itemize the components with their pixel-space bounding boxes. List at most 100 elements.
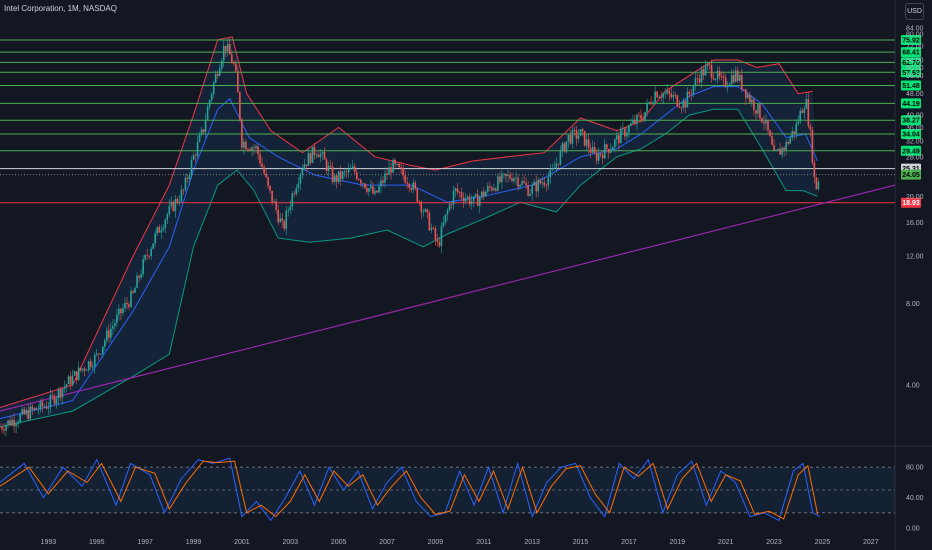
candle-body <box>206 106 209 121</box>
candle-body <box>708 64 711 66</box>
candle-body <box>747 94 749 98</box>
x-tick-label: 2001 <box>234 539 250 546</box>
candle-body <box>315 154 318 156</box>
candle-body <box>339 171 342 179</box>
candle-body <box>303 164 306 170</box>
candle-body <box>567 134 570 142</box>
candle-body <box>102 346 104 354</box>
candle-body <box>91 366 94 368</box>
candle-body <box>440 226 443 246</box>
candle-body <box>535 181 537 192</box>
candle-body <box>751 99 753 103</box>
candle-body <box>587 139 590 149</box>
candle-body <box>130 291 132 308</box>
candle-body <box>732 75 735 82</box>
candle-body <box>386 173 388 175</box>
candle-body <box>61 388 64 398</box>
candle-body <box>370 186 372 189</box>
candle-body <box>759 104 761 119</box>
level-badge <box>901 67 921 78</box>
candle-body <box>11 419 13 426</box>
candle-body <box>680 107 683 109</box>
candle-body <box>480 191 483 198</box>
candle-body <box>704 66 707 76</box>
candle-body <box>726 85 729 87</box>
price-tag <box>901 169 921 180</box>
candle-body <box>775 150 777 151</box>
candle-body <box>110 328 112 338</box>
candle-body <box>817 181 820 190</box>
candle-body <box>545 185 548 186</box>
bollinger-upper-line <box>0 36 813 408</box>
level-badge-text: 44.19 <box>902 101 920 108</box>
candle-body <box>688 91 691 94</box>
candle-body <box>444 214 447 223</box>
candle-body <box>214 73 217 83</box>
candle-body <box>791 131 793 138</box>
candle-body <box>579 129 582 136</box>
candle-body <box>710 65 713 78</box>
candle-body <box>267 177 269 186</box>
candle-body <box>309 153 312 163</box>
candle-body <box>396 164 398 165</box>
x-tick-label: 2015 <box>573 539 589 546</box>
candle-body <box>291 193 294 207</box>
candle-body <box>686 91 689 108</box>
candle-body <box>632 120 634 124</box>
candle-body <box>785 142 787 151</box>
candle-body <box>519 184 521 187</box>
candle-body <box>1 426 3 430</box>
candle-body <box>317 154 320 158</box>
candle-body <box>400 167 402 169</box>
x-tick-label: 2023 <box>766 539 782 546</box>
candle-body <box>378 186 380 193</box>
candle-body <box>172 201 175 211</box>
candle-body <box>454 188 457 191</box>
candle-body <box>583 131 586 146</box>
x-tick-label: 1997 <box>137 539 153 546</box>
candle-body <box>27 410 30 419</box>
candle-body <box>235 63 237 71</box>
candle-body <box>529 193 531 196</box>
candle-body <box>122 308 124 314</box>
candle-body <box>333 175 336 183</box>
y-tick-label: 48.00 <box>906 91 924 98</box>
currency-button[interactable]: USD <box>905 3 924 20</box>
candle-body <box>696 78 699 80</box>
x-tick-label: 2003 <box>282 539 298 546</box>
candle-body <box>743 89 745 90</box>
candle-body <box>630 123 632 126</box>
candle-body <box>767 119 769 131</box>
candle-body <box>777 148 779 151</box>
candle-body <box>672 95 675 98</box>
candle-body <box>281 218 284 222</box>
candle-body <box>781 147 783 155</box>
candle-body <box>422 211 425 213</box>
candle-body <box>390 167 392 173</box>
stoch-k-line <box>0 457 821 522</box>
candle-body <box>811 129 814 163</box>
candle-body <box>757 104 759 114</box>
candle-body <box>216 73 219 76</box>
candle-body <box>644 111 646 121</box>
candle-body <box>204 120 207 133</box>
price-tag-text: 24.05 <box>902 172 920 179</box>
candle-body <box>162 227 165 231</box>
level-badge-text: 34.04 <box>902 131 920 138</box>
candle-body <box>33 408 36 410</box>
candle-body <box>224 45 227 52</box>
candle-body <box>678 106 681 108</box>
candle-body <box>337 171 340 183</box>
x-tick-label: 2013 <box>524 539 540 546</box>
candle-body <box>753 99 755 111</box>
candle-body <box>218 68 221 76</box>
candle-body <box>372 186 374 194</box>
candle-body <box>555 163 558 168</box>
candle-body <box>277 209 279 223</box>
candle-body <box>736 70 739 81</box>
candle-body <box>182 189 185 191</box>
level-badge-text: 62.70 <box>902 60 920 67</box>
candle-body <box>614 139 616 147</box>
candle-body <box>358 179 360 181</box>
